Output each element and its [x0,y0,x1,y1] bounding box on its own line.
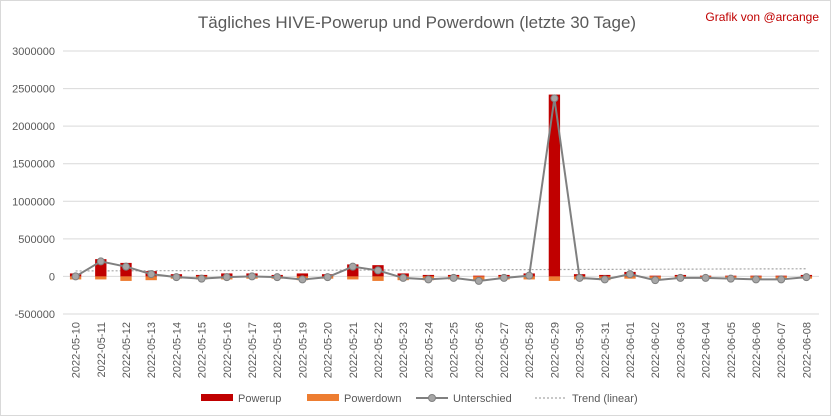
powerup-bar [296,273,309,277]
powerdown-bar [145,276,157,281]
difference-point [71,272,80,281]
powerup-bar [649,275,661,277]
difference-point [626,270,634,279]
x-tick-label: 2022-05-31 [600,322,612,378]
y-tick-label: 2500000 [12,84,55,96]
x-tick-label: 2022-05-22 [373,322,385,378]
legend-swatch [201,394,233,401]
difference-point [575,273,584,282]
difference-point [449,273,458,282]
difference-point [374,266,382,275]
difference-point [701,273,710,282]
x-tick-label: 2022-05-13 [146,322,158,378]
powerdown-bar [372,276,384,281]
powerup-bar [548,94,561,277]
difference-point [424,275,433,284]
x-tick-label: 2022-05-26 [474,322,486,378]
difference-point [600,275,609,284]
difference-point [802,273,811,282]
chart-credit: Grafik von @arcange [705,10,819,24]
difference-point [726,274,735,283]
x-tick-label: 2022-06-08 [801,322,813,378]
x-tick-label: 2022-05-15 [197,322,209,378]
difference-point [147,270,156,279]
legend-swatch [307,394,339,401]
x-tick-label: 2022-05-20 [323,322,335,378]
powerdown-bar [120,276,132,281]
difference-point [122,262,130,271]
x-tick-label: 2022-06-02 [650,322,662,378]
difference-point [298,275,307,284]
legend-marker [428,394,436,402]
difference-point [323,273,332,282]
difference-line [75,98,807,282]
x-axis: 2022-05-10 2022-05-11 2022-05-12 2022-05-13… [71,322,814,378]
x-tick-label: 2022-05-30 [575,322,587,378]
difference-point [399,273,408,282]
y-tick-label: 500000 [18,234,55,246]
x-tick-label: 2022-05-24 [423,322,435,378]
difference-point [777,275,786,284]
difference-point [273,273,282,282]
difference-point [348,262,357,271]
trend-line [75,268,807,272]
difference-point [474,276,483,285]
x-tick-label: 2022-06-05 [726,322,738,378]
y-tick-label: -500000 [15,309,55,321]
x-tick-label: 2022-05-23 [398,322,410,378]
y-tick-label: 1500000 [12,159,55,171]
x-tick-label: 2022-05-18 [272,322,284,378]
powerup-bar [95,259,107,277]
x-tick-label: 2022-05-21 [348,322,360,378]
x-tick-label: 2022-05-25 [449,322,461,378]
bar-series [69,94,813,281]
x-tick-label: 2022-06-07 [776,322,788,378]
x-tick-label: 2022-06-06 [751,322,763,378]
powerdown-bar [95,276,107,280]
chart-title: Tägliches HIVE-Powerup und Powerdown (le… [198,13,636,32]
x-tick-label: 2022-05-17 [247,322,259,378]
difference-point [525,271,534,280]
difference-point [676,273,685,282]
x-tick-label: 2022-05-10 [71,322,83,378]
x-tick-label: 2022-05-29 [549,322,561,378]
x-tick-label: 2022-05-19 [297,322,309,378]
x-tick-label: 2022-05-14 [171,322,183,378]
legend: Powerup Powerdown Unterschied Trend (linear… [201,393,638,405]
legend-label: Powerdown [344,393,401,405]
difference-point [248,272,256,281]
difference-point [222,273,231,282]
legend-label: Unterschied [453,393,512,405]
powerup-bar [473,275,485,277]
y-tick-label: 2000000 [12,121,55,133]
difference-point [550,94,559,103]
x-tick-label: 2022-05-16 [222,322,234,378]
difference-series [71,94,811,285]
trend-series [75,268,807,272]
difference-point [752,275,760,284]
difference-point [96,257,105,266]
gridlines [63,50,819,315]
x-tick-label: 2022-05-12 [121,322,133,378]
difference-point [172,273,181,282]
x-tick-label: 2022-06-04 [701,322,713,378]
y-tick-label: 3000000 [12,46,55,58]
x-tick-label: 2022-05-11 [96,322,108,377]
y-axis: 3000000 2500000 2000000 1500000 1000000 50000… [12,46,55,321]
y-tick-label: 0 [49,271,55,283]
x-tick-label: 2022-05-27 [499,322,511,378]
x-tick-label: 2022-06-01 [625,322,637,378]
x-tick-label: 2022-06-03 [675,322,687,378]
legend-label: Powerup [238,393,281,405]
y-tick-label: 1000000 [12,196,55,208]
difference-point [651,276,660,285]
difference-point [500,273,508,282]
x-tick-label: 2022-05-28 [524,322,536,378]
powerdown-bar [347,276,359,280]
powerdown-bar [548,276,561,281]
difference-point [197,274,206,283]
legend-label: Trend (linear) [572,393,638,405]
